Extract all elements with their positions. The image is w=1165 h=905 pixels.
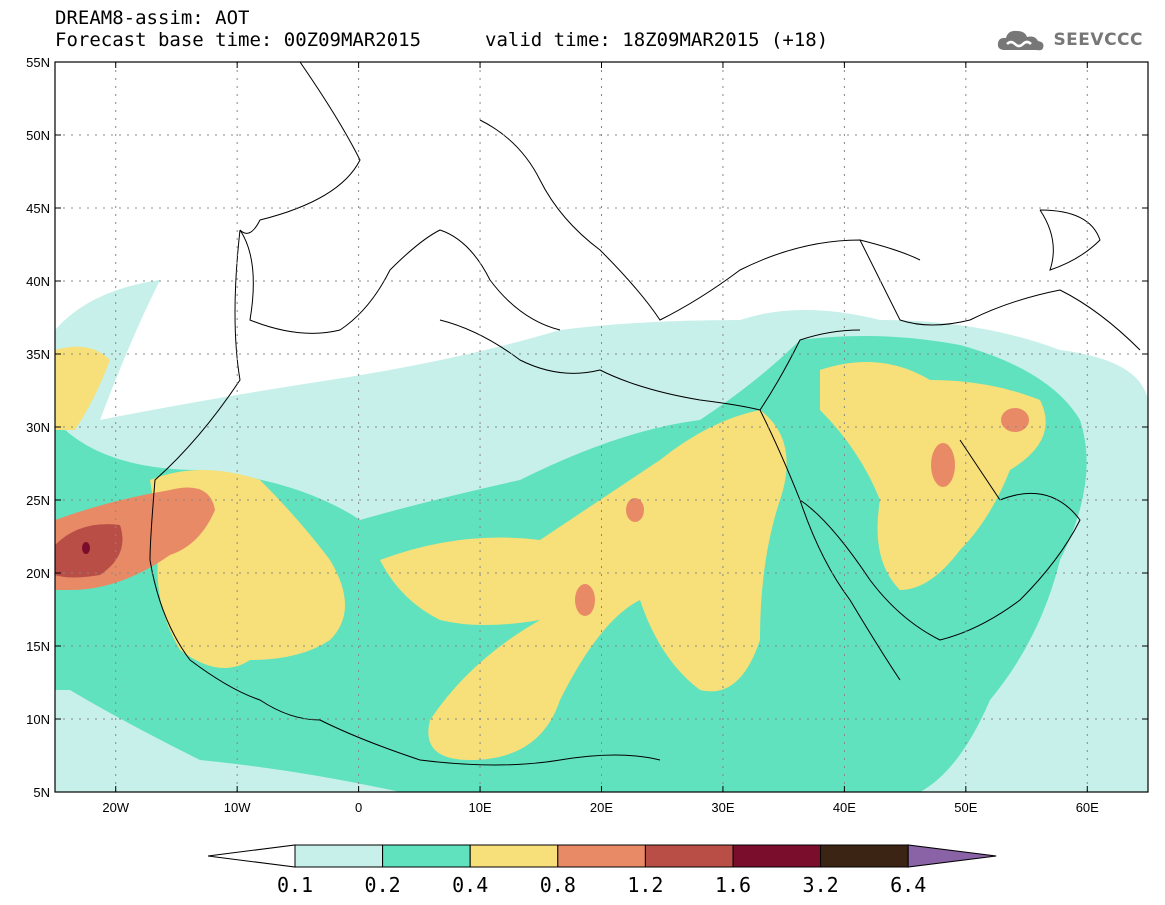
colorbar-swatch: [644, 844, 734, 868]
logo-text: SEEVCCC: [1053, 30, 1143, 50]
colorbar-swatch: [382, 844, 471, 868]
lon-label: 10E: [468, 800, 491, 815]
graticule: [55, 62, 1148, 792]
colorbar-label: 0.1: [277, 873, 313, 897]
aot-band-0.8-libya: [626, 498, 644, 522]
lat-label: 5N: [33, 785, 50, 800]
colorbar-label: 0.8: [540, 873, 576, 897]
aot-band-1.6: [82, 542, 90, 554]
valid-time: valid time: 18Z09MAR2015 (+18): [485, 29, 829, 51]
lon-label: 60E: [1076, 800, 1099, 815]
colorbar-label: 0.4: [452, 873, 488, 897]
aot-band-0.8-egypt: [575, 584, 595, 616]
lat-label: 30N: [26, 420, 50, 435]
colorbar-label: 1.2: [627, 873, 663, 897]
aot-band-0.8-iran: [1001, 408, 1029, 432]
lat-label: 25N: [26, 493, 50, 508]
latitude-ticks: 55N 50N 45N 40N 35N 30N 25N 20N 15N 10N 5N: [26, 55, 1148, 800]
colorbar-label: 3.2: [803, 873, 839, 897]
cloud-icon: [998, 30, 1044, 51]
colorbar: 0.1 0.2 0.4 0.8 1.2 1.6 3.2 6.4: [207, 844, 997, 897]
colorbar-swatch: [820, 844, 909, 868]
colorbar-min-arrow: [207, 844, 296, 868]
aot-band-0.4-atlantic: [55, 346, 110, 430]
lon-label: 10W: [224, 800, 251, 815]
lon-label: 40E: [833, 800, 856, 815]
colorbar-swatch: [557, 844, 646, 868]
colorbar-label: 0.2: [365, 873, 401, 897]
aot-band-0.8-iraq: [931, 443, 955, 487]
colorbar-label: 6.4: [890, 873, 926, 897]
lat-label: 35N: [26, 347, 50, 362]
lon-label: 30E: [711, 800, 734, 815]
lat-label: 10N: [26, 712, 50, 727]
lon-label: 50E: [954, 800, 977, 815]
colorbar-swatch: [294, 844, 384, 868]
longitude-ticks: 20W 10W 0 10E 20E 30E 40E 50E 60E: [102, 62, 1099, 815]
colorbar-swatch: [732, 844, 822, 868]
lat-label: 45N: [26, 201, 50, 216]
lat-label: 50N: [26, 128, 50, 143]
title-line-1: DREAM8-assim: AOT: [55, 7, 250, 29]
aot-field: [55, 280, 1148, 792]
lon-label: 0: [355, 800, 362, 815]
lat-label: 15N: [26, 639, 50, 654]
lon-label: 20W: [102, 800, 129, 815]
lat-label: 55N: [26, 55, 50, 70]
colorbar-label: 1.6: [715, 873, 751, 897]
lat-label: 40N: [26, 274, 50, 289]
forecast-base-time: Forecast base time: 00Z09MAR2015: [55, 29, 422, 51]
colorbar-max-arrow: [907, 844, 997, 868]
seevccc-logo: SEEVCCC: [995, 26, 1143, 54]
lat-label: 20N: [26, 566, 50, 581]
colorbar-swatch: [469, 844, 559, 868]
lon-label: 20E: [590, 800, 613, 815]
coastlines: [149, 62, 1141, 766]
